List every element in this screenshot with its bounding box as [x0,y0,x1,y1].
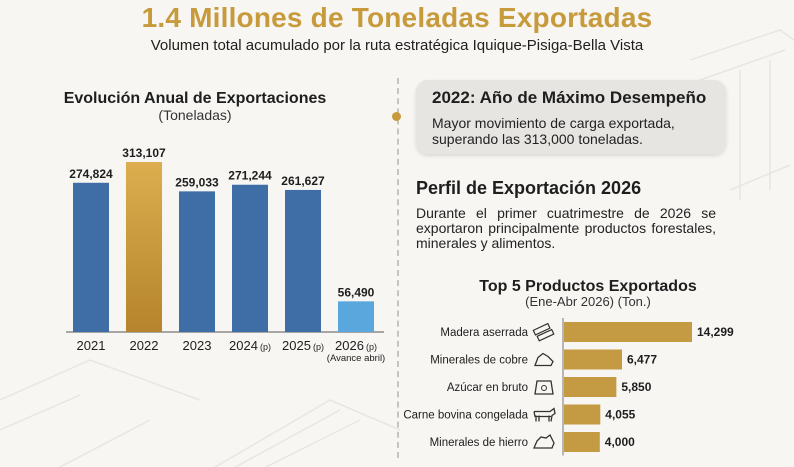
product-label: Madera aserrada [440,327,528,339]
product-label: Carne bovina congelada [403,410,528,422]
top-products-subtitle: (Ene-Abr 2026) (Ton.) [525,294,651,309]
sugar-sack-icon [534,380,554,395]
product-bar [564,349,622,370]
iron-ore-icon [533,434,555,449]
product-label: Azúcar en bruto [447,382,528,394]
profile-text: Durante el primer cuatrimestre de 2026 s… [416,205,716,251]
product-value-label: 4,055 [605,408,635,422]
bar-2022 [126,162,162,332]
bar-value-label: 274,824 [69,167,113,181]
product-label: Minerales de cobre [430,355,528,367]
bar-2024 [232,184,268,332]
product-value-label: 14,299 [697,325,734,339]
cow-icon [533,407,556,422]
main-title: 1.4 Millones de Toneladas Exportadas [141,2,653,33]
product-label: Minerales de hierro [430,437,528,449]
x-tick-label: 2024 (p) [229,338,271,353]
bar-2021 [73,182,109,332]
x-tick-label: 2025 (p) [282,338,324,353]
section-divider [397,78,399,458]
bar-chart-subtitle: (Toneladas) [158,107,232,123]
annual-exports-bar-chart: 274,824 2021 313,107 2022 259,033 2023 271,244… [66,146,385,364]
top-products-title: Top 5 Productos Exportados [479,278,697,295]
bar-value-label: 271,244 [228,169,272,183]
highlight-title: 2022: Año de Máximo Desempeño [432,88,707,107]
profile-title: Perfil de Exportación 2026 [416,178,642,198]
lumber-icon [532,322,555,342]
bar-value-label: 313,107 [122,146,166,160]
product-value-label: 5,850 [621,380,651,394]
x-tick-label: 2026 (p) [335,338,377,353]
bar-value-label: 259,033 [175,175,219,189]
copper-ore-icon [534,352,554,367]
product-bar [564,432,600,452]
bar-2023 [179,191,215,332]
product-value-label: 4,000 [605,435,635,449]
product-bar [564,377,617,397]
main-subtitle: Volumen total acumulado por la ruta estr… [150,37,644,54]
product-bar [564,404,601,425]
x-tick-label: 2021 [77,338,106,353]
highlight-card [416,80,726,154]
bar-2025 [285,189,321,332]
product-bar [564,322,692,342]
highlight-marker [392,112,401,121]
bar-chart-title: Evolución Anual de Exportaciones [63,90,327,107]
product-value-label: 6,477 [627,353,657,367]
bar-2026 [338,301,374,332]
highlight-text: Mayor movimiento de carga exportada, sup… [432,115,675,147]
x-tick-note: (Avance abril) [327,353,385,364]
x-tick-label: 2023 [183,338,212,353]
bar-value-label: 56,490 [338,285,375,299]
x-tick-label: 2022 [130,338,159,353]
bar-value-label: 261,627 [281,174,325,188]
